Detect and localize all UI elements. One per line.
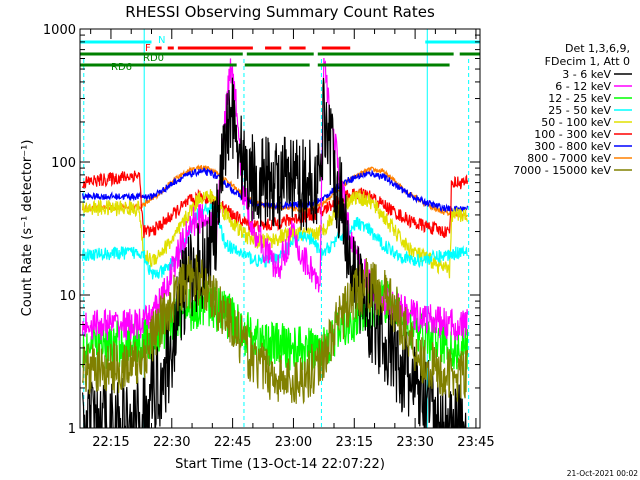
series-line-3 bbox=[82, 203, 469, 280]
series-line-4 bbox=[82, 189, 469, 279]
legend-header-line: FDecim 1, Att 0 bbox=[545, 55, 630, 68]
flag-label-rd6: RD6 bbox=[111, 62, 132, 73]
x-tick-label: 23:30 bbox=[396, 435, 433, 450]
legend-header-line: Det 1,3,6,9, bbox=[565, 42, 630, 55]
x-tick-label: 23:45 bbox=[457, 435, 494, 450]
legend-label: 300 - 800 keV bbox=[534, 140, 611, 153]
legend-label: 800 - 7000 keV bbox=[527, 152, 611, 165]
legend-label: 50 - 100 keV bbox=[541, 116, 611, 129]
legend-label: 12 - 25 keV bbox=[548, 92, 611, 105]
x-axis-label: Start Time (13-Oct-14 22:07:22) bbox=[175, 457, 385, 472]
y-tick-label: 1000 bbox=[43, 23, 76, 38]
legend-label: 100 - 300 keV bbox=[534, 128, 611, 141]
axes: 1 10 100 1000 22:15 22:30 22:45 23:00 23:15 23:30… bbox=[43, 23, 495, 450]
legend-label: 6 - 12 keV bbox=[555, 80, 611, 93]
series-line-0 bbox=[82, 77, 467, 428]
chart-title: RHESSI Observing Summary Count Rates bbox=[125, 3, 435, 21]
flag-label-f: F bbox=[145, 43, 151, 54]
x-tick-label: 22:30 bbox=[153, 435, 190, 450]
flag-label-n: N bbox=[158, 35, 165, 46]
x-tick-label: 23:00 bbox=[275, 435, 312, 450]
x-tick-label: 23:15 bbox=[336, 435, 373, 450]
y-tick-label: 1 bbox=[68, 422, 76, 437]
plot-content bbox=[80, 29, 480, 428]
x-tick-label: 22:45 bbox=[214, 435, 251, 450]
series-line-1 bbox=[82, 57, 469, 341]
y-tick-label: 10 bbox=[59, 289, 76, 304]
legend-label: 25 - 50 keV bbox=[548, 104, 611, 117]
y-axis-label: Count Rate (s⁻¹ detector⁻¹) bbox=[20, 140, 35, 317]
legend-label: 3 - 6 keV bbox=[562, 68, 611, 81]
flag-label-rd0: RD0 bbox=[143, 53, 164, 64]
series-line-8 bbox=[82, 254, 469, 405]
series-line-5 bbox=[82, 170, 469, 239]
x-tick-label: 22:15 bbox=[92, 435, 129, 450]
timestamp: 21-Oct-2021 00:02 bbox=[567, 469, 638, 478]
series-line-6 bbox=[82, 167, 469, 214]
y-tick-label: 100 bbox=[51, 156, 76, 171]
plot-frame bbox=[79, 28, 481, 429]
legend-label: 7000 - 15000 keV bbox=[513, 164, 611, 177]
